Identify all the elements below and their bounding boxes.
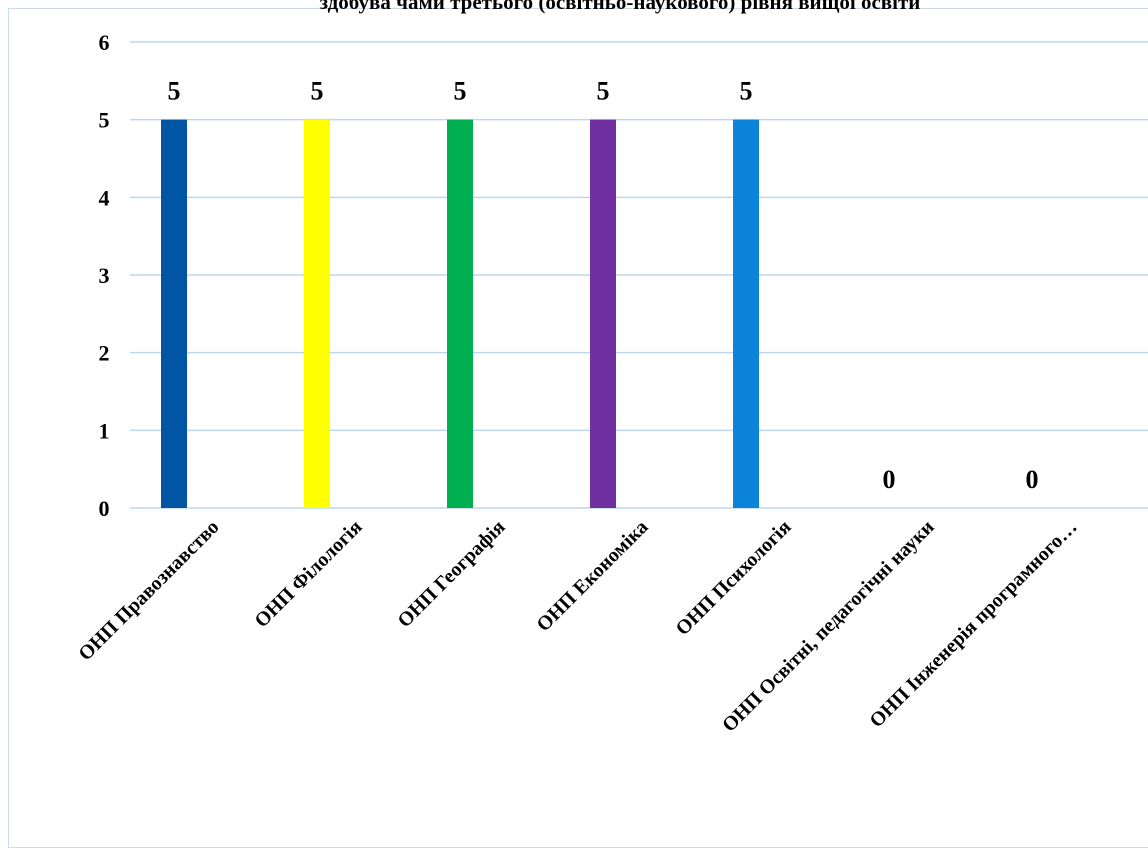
y-axis-ticks: 0 1 2 3 4 5 6: [99, 30, 110, 521]
data-label: 0: [883, 465, 896, 494]
data-label: 5: [597, 77, 610, 106]
bar-chart: здобува чами третього (освітньо-науковог…: [74, 0, 1148, 737]
bar: [447, 119, 473, 509]
data-label: 5: [168, 77, 181, 106]
bar: [590, 119, 616, 509]
x-category-label: ОНП Психологія: [672, 516, 796, 640]
bar: [733, 119, 759, 509]
data-label: 5: [740, 77, 753, 106]
x-category-label: ОНП Географія: [393, 516, 509, 632]
data-labels: 5 5 5 5 5 0 0: [168, 77, 1039, 494]
x-category-label: ОНП Правознавство: [74, 516, 223, 665]
bar: [161, 119, 187, 509]
gridlines: [130, 41, 1148, 509]
y-tick-label: 4: [99, 185, 110, 210]
y-tick-label: 3: [99, 263, 110, 288]
data-label: 5: [311, 77, 324, 106]
y-tick-label: 1: [99, 418, 110, 443]
y-tick-label: 0: [99, 496, 110, 521]
x-category-label: ОНП Економіка: [532, 516, 652, 636]
bar: [304, 119, 330, 509]
chart-title: здобува чами третього (освітньо-науковог…: [320, 0, 921, 14]
chart-frame: [8, 8, 1148, 848]
data-label: 5: [454, 77, 467, 106]
data-label: 0: [1026, 465, 1039, 494]
x-axis-categories: ОНП Правознавство ОНП Філологія ОНП Геогра…: [74, 516, 1081, 737]
y-tick-label: 2: [99, 341, 110, 366]
y-tick-label: 6: [99, 30, 110, 55]
x-category-label: ОНП Філологія: [251, 516, 367, 632]
bars: [161, 119, 759, 509]
y-tick-label: 5: [99, 108, 110, 133]
